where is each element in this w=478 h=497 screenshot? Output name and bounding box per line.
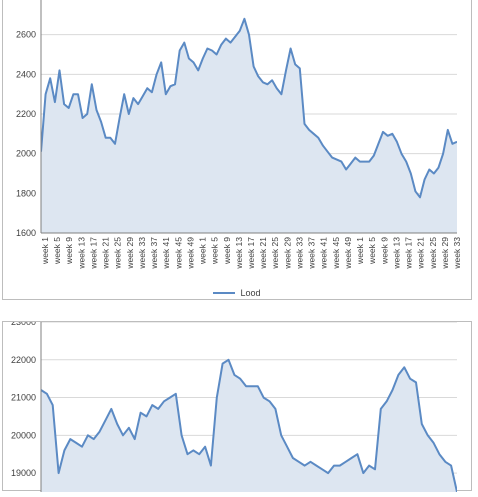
x-tick-label: week 13: [76, 237, 86, 270]
x-tick-label: week 25: [428, 237, 438, 270]
x-tick-label: week 49: [185, 237, 195, 270]
x-tick-label: week 33: [452, 237, 462, 270]
y-tick-label: 1600: [16, 228, 36, 238]
x-tick-label: week 1: [198, 237, 208, 265]
x-tick-label: week 21: [416, 237, 426, 270]
x-tick-label: week 17: [246, 237, 256, 270]
x-tick-label: week 5: [52, 237, 62, 265]
x-tick-label: week 17: [404, 237, 414, 270]
x-tick-label: week 33: [294, 237, 304, 270]
x-tick-label: week 21: [101, 237, 111, 270]
x-tick-label: week 25: [113, 237, 123, 270]
x-tick-label: week 29: [440, 237, 450, 270]
x-tick-label: week 45: [331, 237, 341, 270]
top-chart-panel: 1600 1800 2000 2200 2400 2600 week 1 week 5 week…: [2, 0, 472, 300]
bottom-chart-panel: 19000 20000 21000 22000 23000: [2, 317, 472, 492]
y-tick-label: 20000: [11, 430, 36, 440]
series-area: [41, 359, 457, 492]
x-tick-label: week 37: [149, 237, 159, 270]
x-tick-label: week 5: [210, 237, 220, 265]
x-tick-label: week 37: [307, 237, 317, 270]
x-tick-label: week 25: [270, 237, 280, 270]
x-tick-label: week 29: [282, 237, 292, 270]
x-tick-label: week 45: [173, 237, 183, 270]
legend-swatch: [213, 292, 236, 294]
x-tick-label: week 17: [88, 237, 98, 270]
series-line: [41, 17, 457, 199]
series-area: [41, 18, 457, 233]
y-tick-label: 1800: [16, 188, 36, 198]
x-tick-label: week 33: [137, 237, 147, 270]
x-tick-label: week 9: [222, 237, 232, 265]
series-line: [41, 358, 457, 492]
y-tick-label: 22000: [11, 355, 36, 365]
x-tick-label: week 9: [379, 237, 389, 265]
x-tick-label: week 13: [234, 237, 244, 270]
y-tick-label: 21000: [11, 393, 36, 403]
y-tick-label: 2200: [16, 109, 36, 119]
x-tick-label: week 1: [40, 237, 50, 265]
y-tick-label: 19000: [11, 468, 36, 478]
x-tick-label: week 41: [161, 237, 171, 270]
bottom-chart: 19000 20000 21000 22000 23000: [11, 317, 457, 492]
x-tick-label: week 41: [319, 237, 329, 270]
y-tick-label: 2000: [16, 149, 36, 159]
x-tick-label: week 49: [343, 237, 353, 270]
x-tick-label: week 5: [367, 237, 377, 265]
x-tick-label: week 9: [64, 237, 74, 265]
x-tick-label: week 1: [355, 237, 365, 265]
legend-label: Lood: [240, 288, 261, 298]
legend: Lood: [3, 286, 471, 300]
x-tick-label: week 21: [258, 237, 268, 270]
x-tick-label: week 13: [391, 237, 401, 270]
y-tick-label: 23000: [11, 322, 36, 327]
y-tick-label: 2400: [16, 69, 36, 79]
y-tick-label: 2600: [16, 30, 36, 40]
x-tick-label: week 29: [125, 237, 135, 270]
